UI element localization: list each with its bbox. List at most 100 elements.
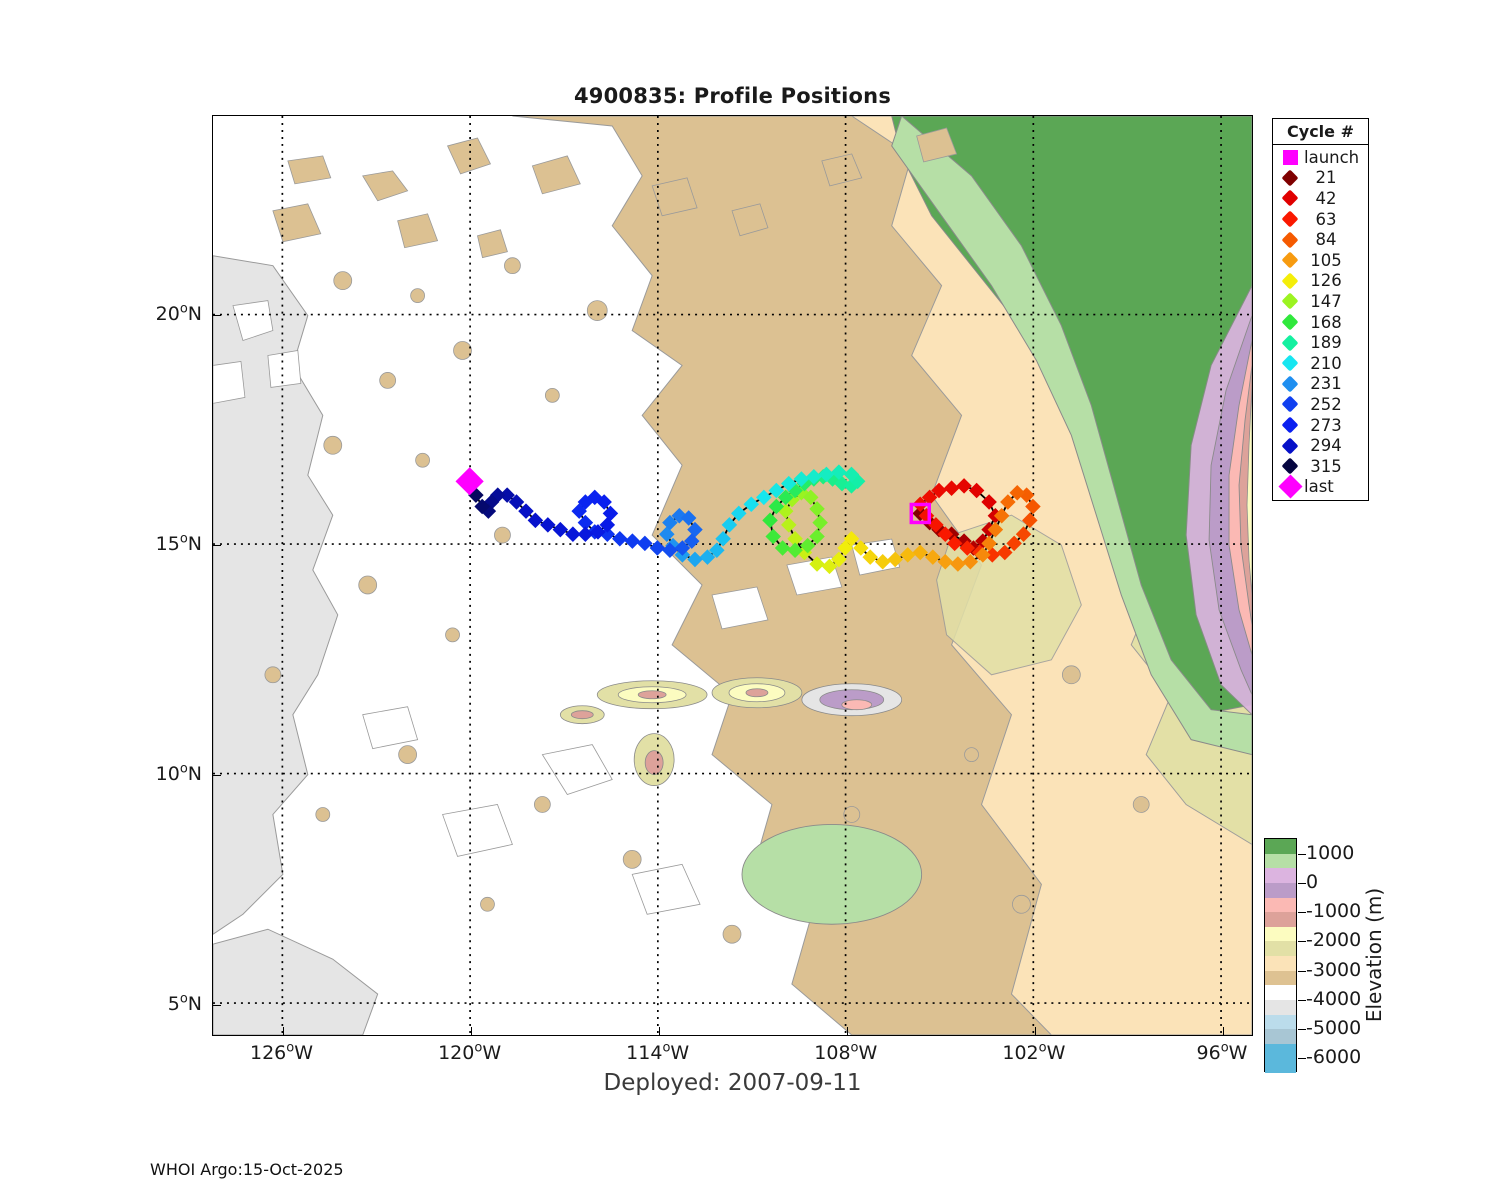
dot-marker-icon xyxy=(1280,457,1300,475)
legend-item-label: 273 xyxy=(1310,415,1342,435)
dot-marker-icon xyxy=(1280,272,1300,290)
legend-item-252[interactable]: 252 xyxy=(1273,394,1368,415)
y-tick xyxy=(213,1005,221,1006)
colorbar-tick-label: -6000 xyxy=(1306,1046,1362,1069)
legend-title: Cycle # xyxy=(1273,119,1368,145)
colorbar-tick-label: -4000 xyxy=(1306,987,1362,1010)
dot-marker-icon xyxy=(1280,292,1300,310)
colorbar-band xyxy=(1265,1029,1296,1044)
legend-item-315[interactable]: 315 xyxy=(1273,456,1368,477)
colorbar-band xyxy=(1265,1043,1296,1073)
legend-items: launch 21 42 63 84 105 126 147 168 189 210 231 252 27… xyxy=(1273,145,1368,500)
colorbar-band xyxy=(1265,839,1296,854)
y-axis-label: 5oN xyxy=(167,991,202,1015)
colorbar-band xyxy=(1265,941,1296,956)
colorbar-tick-label: -3000 xyxy=(1306,958,1362,981)
profile-marker xyxy=(518,503,534,519)
dot-marker-icon xyxy=(1280,210,1300,228)
legend-item-label: 84 xyxy=(1315,230,1337,250)
colorbar-tick xyxy=(1298,941,1306,943)
y-axis-label: 10oN xyxy=(155,761,202,785)
profile-marker xyxy=(687,551,703,568)
x-tick xyxy=(1223,1027,1224,1035)
credit-text: WHOI Argo:15-Oct-2025 xyxy=(150,1160,344,1179)
bathy-deep-basin xyxy=(213,255,379,1035)
map-canvas xyxy=(213,116,1252,1035)
east-pacific-rise xyxy=(559,677,903,786)
profile-marker xyxy=(874,553,891,570)
cycle-legend[interactable]: Cycle # launch 21 42 63 84 105 126 147 168 189 210… xyxy=(1272,118,1369,502)
profile-marker xyxy=(687,521,703,538)
profile-marker xyxy=(937,526,954,542)
colorbar-band xyxy=(1265,868,1296,883)
colorbar-tick xyxy=(1298,912,1306,914)
colorbar-tick xyxy=(1298,1029,1306,1031)
legend-item-84[interactable]: 84 xyxy=(1273,229,1368,250)
dot-marker-icon xyxy=(1280,251,1300,269)
x-tick xyxy=(282,1027,284,1035)
legend-item-63[interactable]: 63 xyxy=(1273,209,1368,230)
legend-item-147[interactable]: 147 xyxy=(1273,291,1368,312)
legend-item-label: 315 xyxy=(1310,456,1342,476)
colorbar-band xyxy=(1265,956,1296,971)
legend-item-42[interactable]: 42 xyxy=(1273,188,1368,209)
legend-item-label: 189 xyxy=(1310,333,1342,353)
dot-marker-icon xyxy=(1280,416,1300,434)
legend-item-273[interactable]: 273 xyxy=(1273,415,1368,436)
legend-item-294[interactable]: 294 xyxy=(1273,435,1368,456)
profile-marker xyxy=(968,482,985,499)
legend-item-168[interactable]: 168 xyxy=(1273,312,1368,333)
colorbar-band xyxy=(1265,912,1296,927)
dot-marker-icon xyxy=(1280,231,1300,249)
colorbar-tick xyxy=(1298,970,1306,972)
legend-item-label: 126 xyxy=(1310,271,1342,291)
legend-item-label: 105 xyxy=(1310,250,1342,270)
profile-marker xyxy=(937,553,954,570)
dot-marker-icon xyxy=(1280,334,1300,352)
dot-marker-icon xyxy=(1280,169,1300,187)
x-axis-label: 120oW xyxy=(438,1040,502,1064)
y-tick xyxy=(213,775,221,776)
colorbar-title: Elevation (m) xyxy=(1362,887,1386,1023)
x-axis-label: 108oW xyxy=(814,1040,878,1064)
colorbar-band xyxy=(1265,897,1296,913)
legend-item-126[interactable]: 126 xyxy=(1273,271,1368,292)
elevation-colorbar xyxy=(1264,838,1306,1073)
colorbar-band xyxy=(1265,999,1296,1015)
legend-item-label: 63 xyxy=(1315,209,1337,229)
legend-item-launch[interactable]: launch xyxy=(1273,147,1368,168)
colorbar-tick xyxy=(1298,1058,1306,1060)
y-axis-label: 20oN xyxy=(155,301,202,325)
legend-item-105[interactable]: 105 xyxy=(1273,250,1368,271)
legend-item-189[interactable]: 189 xyxy=(1273,332,1368,353)
map-plot-area[interactable] xyxy=(212,115,1253,1036)
dot-marker-icon xyxy=(1280,395,1300,413)
colorbar-band xyxy=(1265,1014,1296,1030)
x-axis-label: 102oW xyxy=(1002,1040,1066,1064)
last-position-marker xyxy=(455,467,484,496)
profile-marker xyxy=(962,553,979,570)
x-tick xyxy=(846,1027,848,1035)
legend-item-21[interactable]: 21 xyxy=(1273,168,1368,189)
y-tick xyxy=(213,545,221,546)
dot-marker-icon xyxy=(1280,437,1300,455)
colorbar-band xyxy=(1265,882,1296,898)
diamond-marker-icon xyxy=(1277,474,1303,499)
y-axis-label: 15oN xyxy=(155,531,202,555)
colorbar-band xyxy=(1265,970,1296,986)
profile-marker xyxy=(853,540,869,556)
legend-item-label: 21 xyxy=(1315,168,1337,188)
colorbar-band xyxy=(1265,985,1296,1000)
x-tick xyxy=(658,1027,660,1035)
legend-item-label: 210 xyxy=(1310,353,1342,373)
legend-item-210[interactable]: 210 xyxy=(1273,353,1368,374)
colorbar-band xyxy=(1265,926,1296,942)
x-axis-label: 114oW xyxy=(626,1040,690,1064)
legend-item-231[interactable]: 231 xyxy=(1273,374,1368,395)
colorbar-tick xyxy=(1298,999,1306,1001)
page-title: 4900835: Profile Positions xyxy=(573,84,892,108)
legend-item-last[interactable]: last xyxy=(1273,474,1368,499)
legend-item-label: 147 xyxy=(1310,291,1342,311)
legend-item-label: 168 xyxy=(1310,312,1342,332)
launch-marker xyxy=(909,502,932,525)
